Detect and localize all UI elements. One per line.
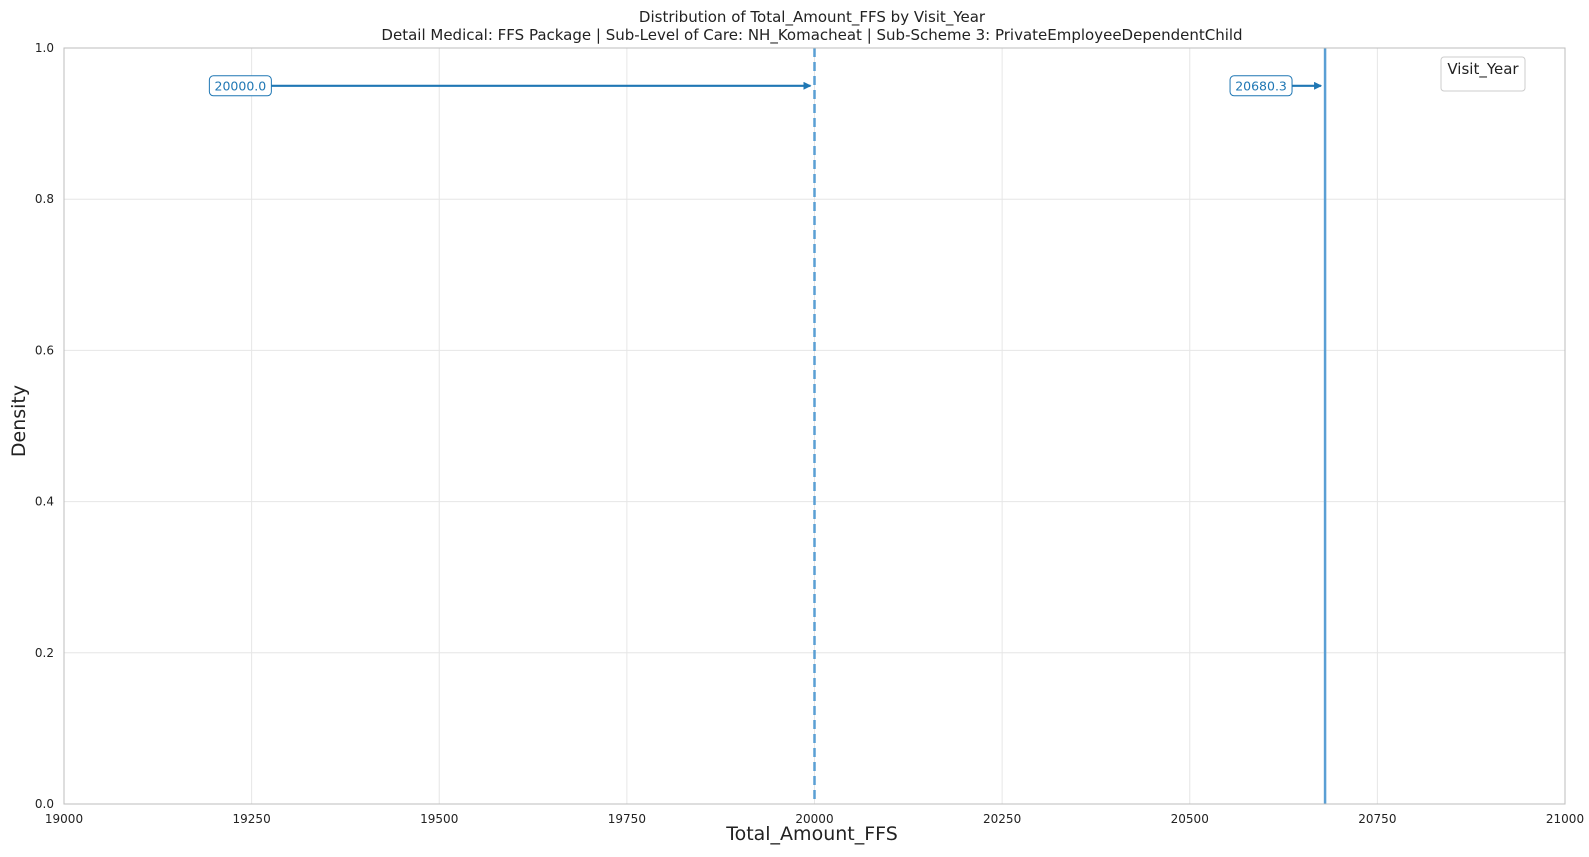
chart-title: Distribution of Total_Amount_FFS by Visi… — [639, 8, 986, 27]
axes-spines — [63, 47, 1566, 805]
chart-subtitle: Detail Medical: FFS Package | Sub-Level … — [381, 26, 1242, 45]
legend-title: Visit_Year — [1447, 60, 1519, 79]
reference-lines — [813, 48, 1327, 804]
plot-frame — [63, 47, 1566, 805]
annotation-label: 20000.0 — [215, 78, 267, 93]
x-tick-label: 20250 — [983, 812, 1021, 826]
y-tick-label: 0.2 — [35, 646, 54, 660]
x-tick-label: 21000 — [1546, 812, 1584, 826]
x-tick-label: 19000 — [45, 812, 83, 826]
x-tick-label: 20750 — [1358, 812, 1396, 826]
legend: Visit_Year — [1440, 56, 1526, 92]
x-tick-label: 19750 — [608, 812, 646, 826]
legend-box — [1440, 56, 1526, 92]
y-tick-label: 0.4 — [35, 495, 54, 509]
y-tick-label: 0.8 — [35, 192, 54, 206]
x-tick-label: 20000 — [795, 812, 833, 826]
annotation-label: 20680.3 — [1235, 78, 1287, 93]
tick-labels: 19000 19250 19500 19750 20000 20250 20500 20750… — [35, 41, 1584, 826]
y-tick-label: 0.0 — [35, 797, 54, 811]
x-tick-label: 20500 — [1171, 812, 1209, 826]
y-tick-label: 1.0 — [35, 41, 54, 55]
annotations: 20000.0 20680.3 — [208, 75, 1323, 97]
y-axis-label: Density — [8, 385, 30, 457]
y-tick-label: 0.6 — [35, 343, 54, 357]
x-axis-label: Total_Amount_FFS — [725, 823, 898, 845]
x-tick-label: 19500 — [420, 812, 458, 826]
x-tick-label: 19250 — [233, 812, 271, 826]
